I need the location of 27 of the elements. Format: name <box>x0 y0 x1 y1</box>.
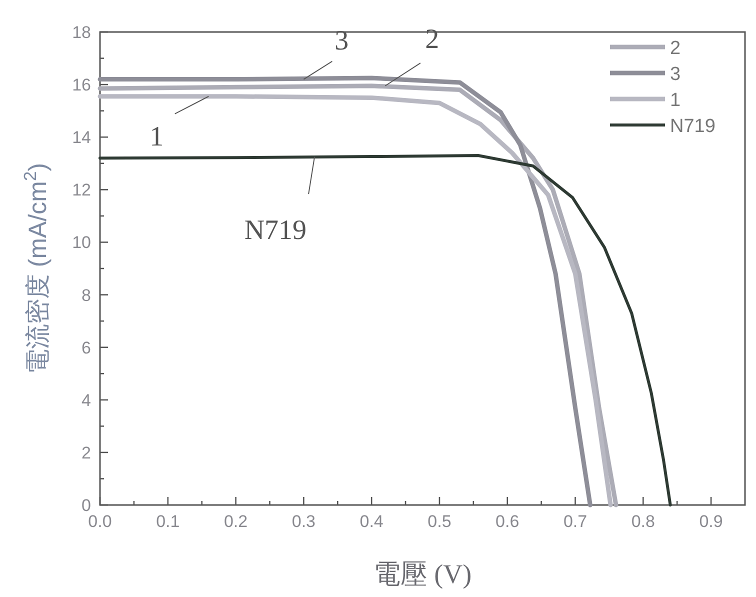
x-tick-label: 0.1 <box>156 512 180 531</box>
x-tick-label: 0.0 <box>88 512 112 531</box>
y-tick-label: 10 <box>72 233 91 252</box>
y-tick-label: 16 <box>72 76 91 95</box>
legend-label: N719 <box>670 116 716 137</box>
x-tick-label: 0.2 <box>224 512 248 531</box>
y-tick-label: 14 <box>72 128 91 148</box>
x-tick-label: 0.6 <box>496 512 520 531</box>
y-tick-label: 18 <box>72 23 91 42</box>
legend-label: 3 <box>670 64 681 85</box>
annotation: N719 <box>244 214 307 246</box>
x-tick-label: 0.4 <box>360 512 384 531</box>
legend-label: 2 <box>670 38 681 59</box>
y-tick-label: 4 <box>82 390 91 410</box>
x-tick-label: 0.5 <box>428 512 452 531</box>
y-tick-label: 0 <box>82 496 91 515</box>
x-tick-label: 0.9 <box>699 512 723 531</box>
x-tick-label: 0.8 <box>631 512 655 531</box>
y-tick-label: 12 <box>72 180 91 200</box>
x-tick-label: 0.3 <box>292 512 316 531</box>
x-tick-label: 0.7 <box>563 512 588 531</box>
y-tick-label: 6 <box>82 338 91 358</box>
x-axis-title: 電壓 (V) <box>373 559 472 589</box>
annotation: 1 <box>150 121 164 152</box>
y-tick-label: 2 <box>82 443 91 462</box>
legend-label: 1 <box>670 90 681 111</box>
y-tick-label: 8 <box>82 286 91 305</box>
